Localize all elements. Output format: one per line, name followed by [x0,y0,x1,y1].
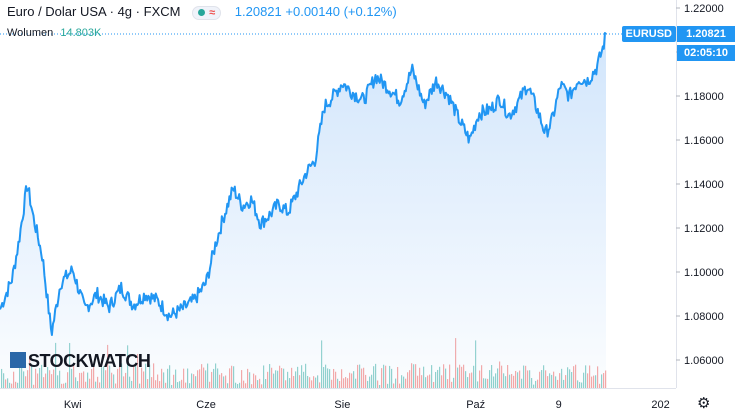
y-tick-label: 1.22000 [684,3,724,15]
y-tick-label: 1.16000 [684,135,724,147]
x-tick-label: Sie [334,399,350,411]
logo-text: STOCKWATCH [28,351,151,371]
x-tick-label: Kwi [64,399,82,411]
y-tick-label: 1.06000 [684,355,724,367]
price-line [0,32,607,336]
x-tick-label: 9 [556,399,562,411]
exchange-label: FXCM [143,4,181,19]
last-price: 1.20821 [234,4,282,19]
interval-label[interactable]: 4g [117,4,133,19]
stockwatch-logo: STOCKWATCH [10,351,151,372]
volume-value: 14.803K [60,27,102,39]
current-price-tag: 1.20821 [677,26,735,42]
price-change: +0.00140 (+0.12%) [285,4,397,19]
compare-icon: ≈ [209,6,216,19]
y-tick-label: 1.18000 [684,91,724,103]
y-tick-label: 1.10000 [684,267,724,279]
y-tick-label: 1.14000 [684,179,724,191]
gear-icon[interactable]: ⚙ [697,395,711,412]
market-open-icon [198,8,206,16]
symbol-price-tag: EURUSD [621,26,676,42]
logo-mark-icon [10,352,26,369]
volume-legend[interactable]: Wolumen 14.803K [7,27,101,39]
market-status-pill[interactable]: ≈ [192,5,222,20]
y-tick-label: 1.08000 [684,311,724,323]
x-tick-label: Paź [466,399,485,411]
y-tick-label: 1.12000 [684,223,724,235]
symbol-name[interactable]: Euro / Dolar USA [7,4,106,19]
x-tick-label: Cze [196,399,216,411]
countdown-tag: 02:05:10 [677,45,735,61]
price-area-fill [0,33,606,388]
x-tick-label: 202 [651,399,669,411]
chart-legend: Euro / Dolar USA · 4g · FXCM ≈ 1.20821 +… [7,4,397,20]
volume-label: Wolumen [7,27,54,39]
